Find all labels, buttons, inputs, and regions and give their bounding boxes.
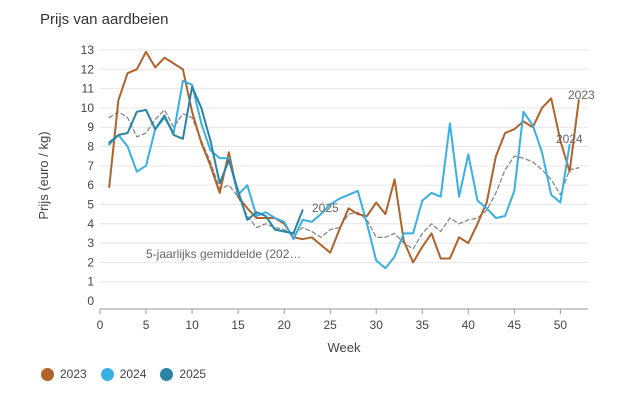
x-tick-label: 40 [462,318,476,332]
y-tick-label: 9 [87,120,94,134]
x-tick-label: 25 [324,318,338,332]
series-line-1 [108,79,571,270]
x-tick-label: 10 [185,318,199,332]
legend-item-2023[interactable]: 2023 [41,367,87,381]
series-end-labels: 2023 2024 2025 5-jaarlijks gemiddelde (202… [146,88,595,261]
legend-label-2023: 2023 [60,367,87,381]
x-tick-label: 45 [508,318,522,332]
series-lines [108,50,580,270]
y-tick-label: 10 [81,101,95,115]
y-tick-label: 6 [87,178,94,192]
chart-title: Prijs van aardbeien [40,11,169,28]
series-end-label-0: 2023 [568,88,595,102]
y-axis-title: Prijs (euro / kg) [36,131,51,219]
x-tick-label: 15 [231,318,245,332]
y-tick-label: 5 [87,197,94,211]
x-tick-label: 5 [143,318,150,332]
y-tick-label: 12 [81,62,95,76]
y-tick-label: 4 [87,217,94,231]
legend-item-2025[interactable]: 2025 [160,367,206,381]
y-tick-label: 0 [87,294,94,308]
y-tick-label: 13 [81,43,95,57]
legend-swatch-2024 [100,367,114,381]
x-tick-label: 35 [416,318,430,332]
x-tick-label: 50 [554,318,568,332]
x-tick-label: 0 [97,318,104,332]
series-line-0 [108,50,580,264]
series-end-label-3: 5-jaarlijks gemiddelde (202… [146,247,301,261]
y-tick-label: 1 [87,275,94,289]
x-axis-title: Week [328,340,361,355]
y-tick-label: 7 [87,159,94,173]
legend: 2023 2024 2025 [41,367,206,381]
series-end-label-1: 2024 [556,132,583,146]
legend-swatch-2023 [41,367,54,381]
legend-label-2024: 2024 [119,367,147,381]
y-tick-label: 2 [87,255,94,269]
series-line-2 [108,85,304,235]
x-tick-label: 20 [277,318,291,332]
series-end-label-2: 2025 [312,201,339,215]
x-axis-ticks: 0 5 10 15 20 25 30 35 40 45 50 [97,309,568,332]
legend-swatch-2025 [160,367,174,381]
legend-label-2025: 2025 [179,367,207,381]
y-tick-label: 3 [87,236,94,250]
legend-item-2024[interactable]: 2024 [100,367,147,381]
y-tick-label: 8 [87,140,94,154]
y-tick-label: 11 [82,82,95,96]
x-tick-label: 30 [370,318,384,332]
series-line-3 [108,109,580,250]
